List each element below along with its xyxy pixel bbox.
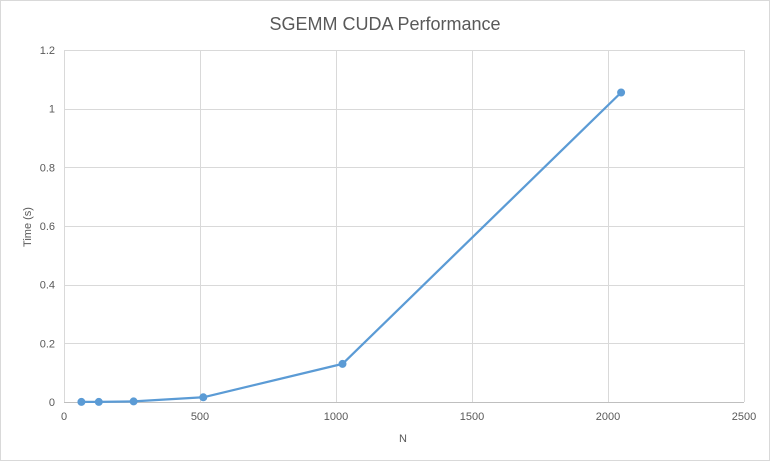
data-point (94, 397, 103, 406)
data-point (129, 397, 138, 406)
gridlines (64, 50, 745, 402)
x-axis-title: N (399, 433, 407, 445)
series-layer (77, 88, 626, 406)
x-tick-label: 0 (61, 411, 67, 423)
series-line (81, 91, 622, 404)
tick-labels: 0 0.2 0.4 0.6 0.8 1 1.2 0 500 1000 1500 2000 2500 (40, 45, 757, 423)
data-point (338, 359, 347, 368)
y-tick-label: 0.8 (40, 162, 55, 174)
data-point (77, 397, 86, 406)
y-tick-label: 0.4 (40, 280, 55, 292)
x-tick-label: 2000 (596, 411, 620, 423)
x-tick-label: 2500 (732, 411, 756, 423)
chart-title: SGEMM CUDA Performance (269, 14, 500, 34)
data-point (199, 393, 208, 402)
x-tick-label: 1500 (460, 411, 484, 423)
y-tick-label: 0.6 (40, 221, 55, 233)
y-axis-title: Time (s) (22, 207, 34, 247)
y-tick-label: 1.2 (40, 45, 55, 57)
y-tick-label: 0 (49, 397, 55, 409)
y-tick-label: 0.2 (40, 338, 55, 350)
x-tick-label: 1000 (324, 411, 348, 423)
data-point (617, 88, 626, 97)
x-tick-label: 500 (191, 411, 209, 423)
y-tick-label: 1 (49, 104, 55, 116)
